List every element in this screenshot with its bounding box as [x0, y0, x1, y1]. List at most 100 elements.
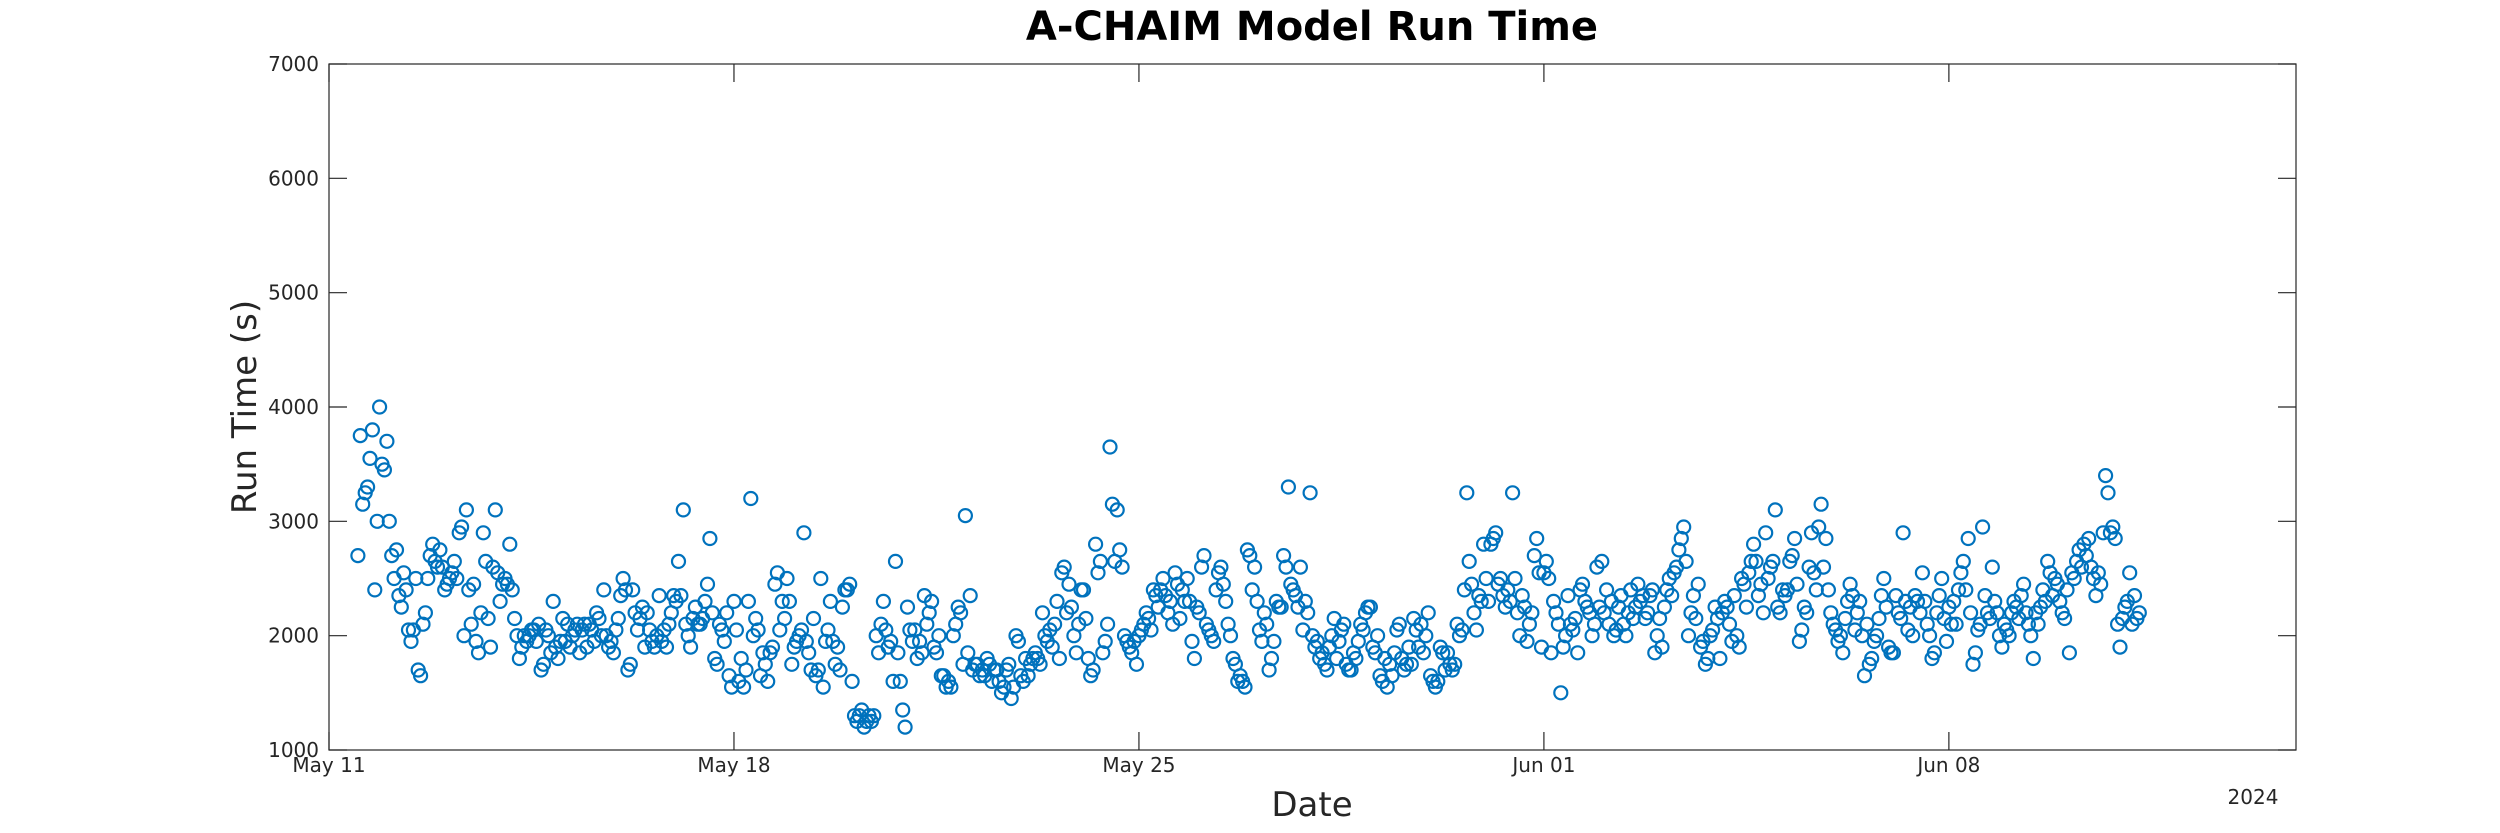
data-point	[1878, 599, 1894, 615]
x-axis-ticks: May 11 May 18 May 25 Jun 01 Jun 08	[292, 64, 1980, 777]
data-point	[890, 645, 906, 661]
data-point	[1078, 610, 1094, 627]
data-point	[702, 530, 718, 547]
data-point	[492, 593, 508, 610]
data-point	[885, 673, 901, 690]
data-point	[1960, 530, 1976, 547]
data-point	[2030, 616, 2046, 632]
data-point	[1034, 605, 1051, 621]
data-point	[1032, 656, 1048, 672]
data-point	[716, 633, 732, 650]
data-point	[1099, 616, 1116, 632]
data-point	[1738, 599, 1755, 615]
data-point	[1731, 639, 1747, 655]
data-point	[1109, 502, 1125, 518]
data-point	[475, 525, 491, 541]
data-point	[1461, 553, 1477, 570]
data-point	[813, 570, 829, 587]
data-point	[1852, 593, 1868, 610]
data-point	[1786, 530, 1803, 547]
data-point	[1888, 587, 1904, 604]
data-point	[1719, 599, 1735, 615]
data-point	[1010, 633, 1027, 650]
data-point	[1594, 553, 1610, 570]
data-point	[1480, 593, 1497, 610]
data-point	[1415, 645, 1432, 661]
data-point	[1172, 610, 1188, 627]
data-point	[1302, 485, 1318, 501]
data-point	[388, 542, 405, 558]
data-point	[2107, 530, 2123, 547]
data-point	[1478, 570, 1494, 587]
data-point	[1680, 628, 1697, 644]
data-point	[2081, 530, 2097, 547]
data-point	[364, 422, 380, 438]
data-point	[1447, 656, 1463, 672]
data-point	[1215, 576, 1231, 592]
data-point	[1348, 650, 1364, 667]
data-point	[1466, 605, 1482, 621]
data-point	[1056, 559, 1072, 575]
data-point	[834, 599, 851, 615]
data-point	[1533, 639, 1550, 655]
data-point	[360, 479, 376, 495]
data-point	[2015, 576, 2032, 592]
y-axis-title: Run Time (s)	[225, 300, 265, 514]
data-point	[776, 610, 793, 627]
data-point	[463, 616, 479, 632]
data-point	[504, 582, 520, 598]
data-point	[1529, 530, 1545, 547]
data-point	[1818, 530, 1834, 547]
data-point	[1246, 559, 1263, 575]
data-point	[962, 587, 978, 604]
data-point	[454, 519, 470, 535]
x-axis-title: Date	[1271, 785, 1352, 825]
data-point	[923, 593, 940, 610]
data-point	[2066, 570, 2082, 587]
data-point	[1955, 553, 1971, 570]
data-point	[1468, 622, 1485, 638]
data-point	[1092, 553, 1109, 570]
data-point	[458, 502, 474, 518]
data-point	[892, 673, 908, 690]
data-point	[1398, 656, 1415, 672]
data-point	[1430, 673, 1446, 690]
data-point	[1977, 587, 1993, 604]
data-point	[1895, 525, 1911, 541]
data-point	[610, 610, 626, 627]
data-point	[1748, 553, 1764, 570]
data-point	[449, 570, 465, 587]
data-point	[487, 502, 503, 518]
data-point	[1962, 605, 1979, 621]
data-point	[1051, 650, 1068, 667]
data-point	[1931, 587, 1947, 604]
data-point	[1507, 570, 1523, 587]
y-tick-label: 2000	[268, 624, 319, 648]
data-point	[1574, 576, 1591, 592]
data-point	[1112, 542, 1128, 558]
data-point	[810, 662, 826, 678]
data-point	[1765, 553, 1781, 570]
data-point	[1128, 656, 1145, 672]
data-point	[1420, 605, 1436, 621]
data-point	[726, 593, 742, 610]
data-point	[796, 525, 812, 541]
data-point	[2025, 650, 2041, 667]
data-point	[393, 599, 409, 615]
data-point	[675, 502, 691, 518]
data-point	[1143, 622, 1159, 638]
data-point	[1905, 628, 1921, 644]
data-point	[1676, 519, 1692, 535]
data-point	[1570, 645, 1586, 661]
data-point	[1678, 553, 1694, 570]
data-point	[1295, 622, 1311, 638]
x-tick-label: Jun 01	[1510, 753, 1575, 777]
y-tick-label: 4000	[268, 395, 319, 419]
data-point	[605, 645, 622, 661]
data-point	[1085, 662, 1101, 678]
data-point	[1196, 547, 1212, 564]
data-point	[1784, 547, 1800, 564]
data-point	[1191, 605, 1207, 621]
data-point	[960, 645, 976, 661]
y-tick-label: 6000	[268, 166, 319, 190]
